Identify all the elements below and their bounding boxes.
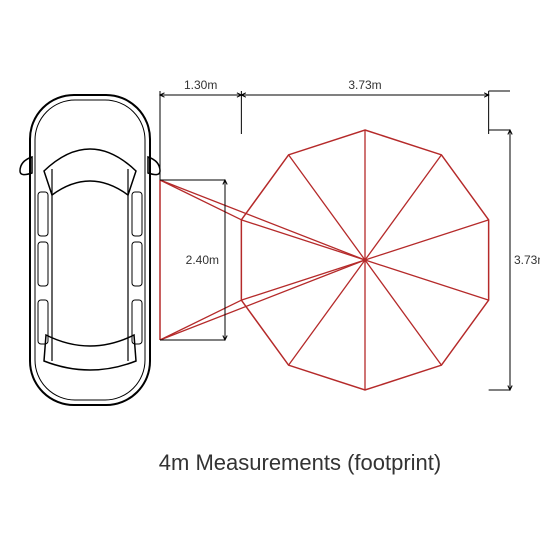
dimension-label: 3.73m [348, 78, 381, 92]
car-outline [20, 95, 160, 405]
dimension-label: 1.30m [184, 78, 217, 92]
dimension-label: 3.73m [514, 253, 540, 267]
measurement-diagram: 1.30m 3.73m 3.73m 2.40m 4m Measurements (fo… [0, 0, 540, 540]
diagram-title: 4m Measurements (footprint) [159, 450, 441, 475]
dimension-label: 2.40m [186, 253, 219, 267]
dimension-lines: 1.30m 3.73m 3.73m 2.40m [160, 78, 540, 390]
